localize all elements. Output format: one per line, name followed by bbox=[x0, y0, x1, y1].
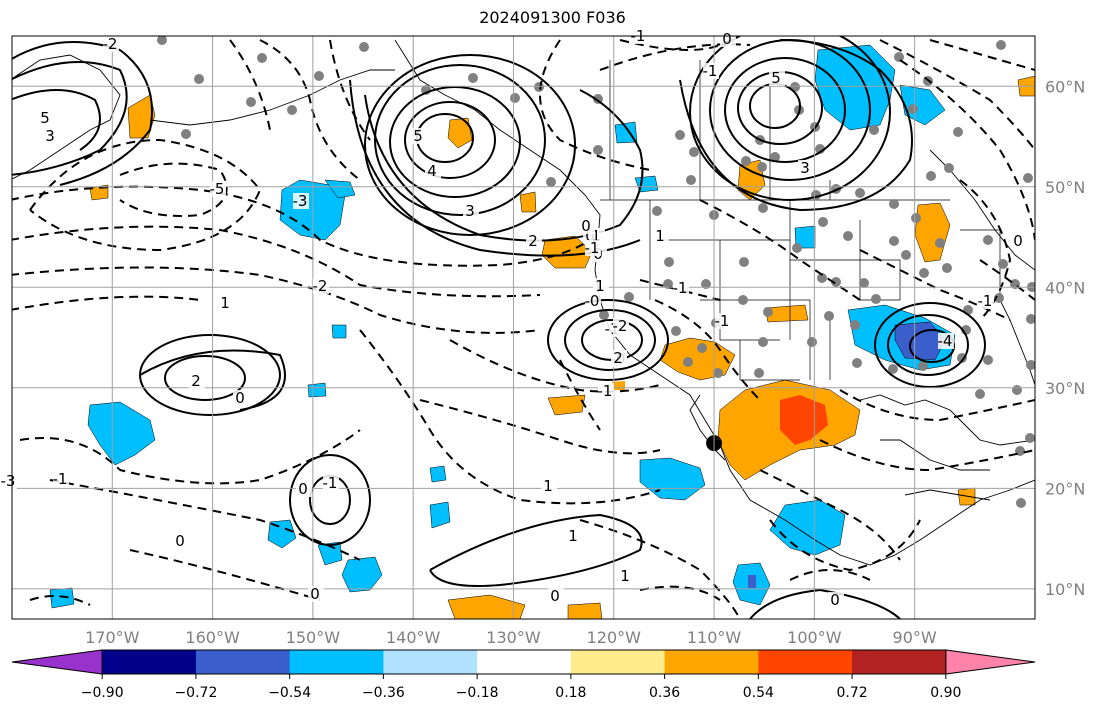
contour-label: 1 bbox=[655, 227, 665, 245]
lat-tick-label: 50°N bbox=[1045, 178, 1085, 197]
contour-label: -5 bbox=[210, 180, 225, 198]
contour-label: -1 bbox=[715, 312, 730, 330]
colorbar-swatch bbox=[477, 650, 572, 674]
contour-label: -1 bbox=[703, 62, 718, 80]
lat-tick-label: 60°N bbox=[1045, 77, 1085, 96]
contour-label: 5 bbox=[40, 109, 50, 127]
contour-label: -1 bbox=[53, 470, 68, 488]
contour-label: 0 bbox=[175, 532, 185, 550]
lat-tick-label: 10°N bbox=[1045, 580, 1085, 599]
colorbar-swatch bbox=[664, 650, 759, 674]
colorbar-tick-label: 0.18 bbox=[555, 685, 586, 701]
lon-tick-label: 120°W bbox=[587, 628, 642, 647]
latitude-labels: 10°N 20°N 30°N 40°N 50°N 60°N bbox=[1045, 77, 1085, 599]
contour-label: 0 bbox=[1013, 232, 1023, 250]
contour-label: 0 bbox=[310, 585, 320, 603]
contour-label: 3 bbox=[465, 202, 475, 220]
contour-label: 1 bbox=[620, 567, 630, 585]
contour-label: 0 bbox=[722, 30, 732, 48]
lat-tick-label: 40°N bbox=[1045, 278, 1085, 297]
contour-label: 5 bbox=[413, 127, 423, 145]
contour-label: -3 bbox=[1, 472, 16, 490]
contour-label: -2 bbox=[313, 277, 328, 295]
contour-label: 0 bbox=[830, 591, 840, 609]
map-title: 2024091300 F036 bbox=[479, 8, 626, 27]
colorbar-swatch bbox=[758, 650, 853, 674]
colorbar: −0.90 −0.72 −0.54 −0.36 −0.18 0.18 0.36 0.54 0.7… bbox=[11, 649, 1036, 701]
contour-label: 5 bbox=[771, 69, 781, 87]
state-borders bbox=[600, 60, 1001, 381]
lon-tick-label: 170°W bbox=[85, 628, 140, 647]
contour-label: 2 bbox=[191, 372, 201, 390]
longitude-labels: 170°W 160°W 150°W 140°W 130°W 120°W 110°W 100°W… bbox=[85, 628, 937, 647]
colorbar-tick-label: −0.90 bbox=[81, 685, 124, 701]
lon-tick-label: 150°W bbox=[286, 628, 341, 647]
colorbar-tick-label: 0.54 bbox=[743, 685, 774, 701]
contour-label: -1 bbox=[323, 474, 338, 492]
contour-label: 2 bbox=[613, 349, 623, 367]
colorbar-tick-label: 0.72 bbox=[836, 685, 867, 701]
lat-tick-label: 30°N bbox=[1045, 379, 1085, 398]
contour-label: -0 bbox=[585, 292, 600, 310]
colorbar-extend-low bbox=[11, 649, 103, 675]
contour-label: -1 bbox=[585, 239, 600, 257]
contour-label: 0 bbox=[550, 587, 560, 605]
lat-tick-label: 20°N bbox=[1045, 479, 1085, 498]
contour-label: 3 bbox=[45, 127, 55, 145]
colorbar-swatch bbox=[102, 650, 197, 674]
contour-label: -4 bbox=[938, 332, 953, 350]
contour-label: 0 bbox=[581, 217, 591, 235]
lon-tick-label: 100°W bbox=[787, 628, 842, 647]
contour-label: -2 bbox=[613, 317, 628, 335]
contour-label: -1 bbox=[978, 292, 993, 310]
contour-label: 1 bbox=[220, 294, 230, 312]
colorbar-swatch bbox=[289, 650, 384, 674]
contour-label: 0 bbox=[298, 480, 308, 498]
contour-label: 2 bbox=[528, 232, 538, 250]
colorbar-tick-label: −0.18 bbox=[456, 685, 499, 701]
contour-label: -3 bbox=[293, 192, 308, 210]
contour-label: -2 bbox=[103, 35, 118, 53]
colorbar-swatch bbox=[852, 650, 947, 674]
contour-label: 1 bbox=[595, 277, 605, 295]
solid-contours bbox=[12, 36, 986, 619]
plot-border bbox=[11, 35, 1036, 620]
lon-tick-label: 140°W bbox=[386, 628, 441, 647]
contour-label: 1 bbox=[568, 527, 578, 545]
contour-label: 1 bbox=[543, 477, 553, 495]
contour-label: 0 bbox=[235, 389, 245, 407]
contour-label: -1 bbox=[673, 279, 688, 297]
contour-label: 3 bbox=[800, 159, 810, 177]
colorbar-swatch bbox=[195, 650, 291, 674]
colorbar-tick-label: −0.54 bbox=[268, 685, 311, 701]
lon-tick-label: 90°W bbox=[893, 628, 937, 647]
colorbar-tick-label: −0.72 bbox=[174, 685, 217, 701]
colorbar-swatch bbox=[383, 650, 478, 674]
colorbar-tick-label: −0.36 bbox=[362, 685, 405, 701]
colorbar-extend-high bbox=[945, 649, 1036, 675]
lon-tick-label: 130°W bbox=[486, 628, 541, 647]
contour-label: 1 bbox=[591, 227, 601, 245]
colorbar-swatch bbox=[570, 650, 666, 674]
lon-tick-label: 160°W bbox=[185, 628, 240, 647]
lon-tick-label: 110°W bbox=[687, 628, 742, 647]
contour-label: 4 bbox=[427, 162, 437, 180]
contour-label: -1 bbox=[598, 382, 613, 400]
colorbar-tick-label: 0.36 bbox=[649, 685, 680, 701]
colorbar-tick-label: 0.90 bbox=[930, 685, 961, 701]
